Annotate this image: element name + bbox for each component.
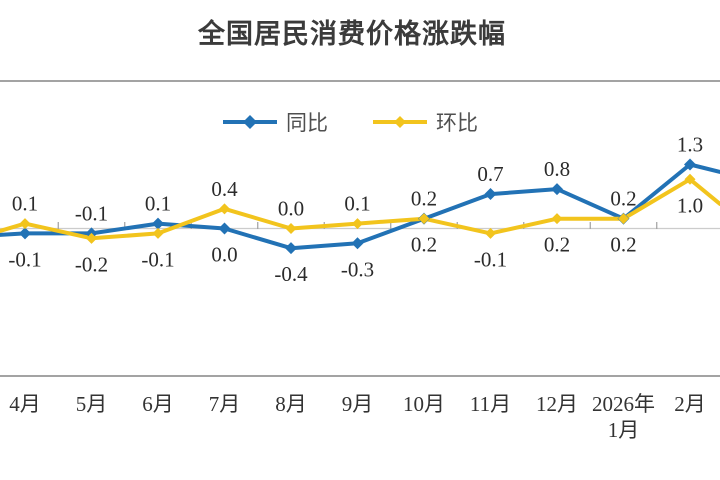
data-label-below-0: -0.1	[8, 247, 41, 271]
line-diamond-marker-icon	[223, 115, 277, 129]
data-label-above-2: 0.1	[145, 192, 171, 216]
data-label-above-8: 0.8	[544, 157, 570, 181]
line-diamond-marker-icon	[373, 116, 427, 128]
marker-mom-9	[618, 213, 629, 225]
data-label-below-10: 1.0	[677, 193, 703, 217]
x-axis-label-2: 6月	[142, 392, 174, 416]
x-axis-label-3: 7月	[209, 392, 241, 416]
data-label-below-6: 0.2	[411, 233, 437, 257]
data-label-above-1: -0.1	[75, 201, 108, 225]
data-label-below-4: -0.4	[274, 262, 308, 286]
marker-yoy-8	[551, 183, 563, 196]
data-label-below-1: -0.2	[75, 252, 108, 276]
data-label-above-6: 0.2	[411, 187, 437, 211]
x-axis-label-10: 2月	[674, 392, 706, 416]
marker-mom-3	[219, 203, 230, 215]
data-label-above-7: 0.7	[477, 162, 503, 186]
marker-mom-10	[684, 173, 696, 185]
x-axis-label-8: 12月	[536, 392, 578, 416]
data-label-above-5: 0.1	[344, 192, 370, 216]
data-label-above-3: 0.4	[211, 177, 238, 201]
chart-title: 全国居民消费价格涨跌幅	[198, 19, 506, 49]
marker-mom-6	[418, 213, 430, 225]
marker-yoy-5	[351, 237, 364, 250]
x-axis-label-4: 8月	[275, 392, 307, 416]
x-axis-label-1: 5月	[76, 392, 108, 416]
marker-yoy-0	[19, 227, 31, 240]
data-label-below-7: -0.1	[474, 247, 507, 271]
marker-mom-8	[551, 213, 563, 225]
data-label-below-3: 0.0	[211, 243, 237, 267]
data-label-above-4: 0.0	[278, 197, 304, 221]
data-label-below-9: 0.2	[610, 233, 636, 257]
x-axis-label-0: 4月	[9, 392, 41, 416]
legend-item-yoy[interactable]: 同比	[222, 107, 328, 137]
legend-label-mom: 环比	[436, 111, 478, 135]
marker-yoy-3	[218, 222, 231, 235]
marker-yoy-2	[152, 217, 164, 230]
legend-label-yoy: 同比	[286, 111, 328, 135]
marker-mom-2	[152, 227, 164, 239]
data-label-above-10: 1.3	[677, 133, 703, 157]
x-axis-label-5: 9月	[342, 392, 374, 416]
marker-yoy-10	[684, 158, 696, 171]
x-axis-label-6: 10月	[403, 392, 445, 416]
marker-yoy-7	[484, 188, 497, 201]
x-axis-label-7: 11月	[470, 392, 511, 416]
marker-mom-1	[86, 232, 97, 244]
data-label-above-9: 0.2	[610, 187, 636, 211]
legend-item-mom[interactable]: 环比	[372, 107, 478, 137]
marker-mom-7	[485, 227, 496, 239]
data-label-above-0: 0.1	[12, 192, 38, 216]
data-label-below-5: -0.3	[341, 257, 374, 281]
marker-mom-4	[285, 223, 297, 234]
data-label-below-8: 0.2	[544, 233, 570, 257]
data-label-below-2: -0.1	[141, 247, 174, 271]
legend: 同比 环比	[0, 107, 700, 137]
marker-mom-5	[352, 218, 363, 230]
x-axis-label-9: 2026年	[592, 392, 655, 416]
marker-mom-0	[19, 218, 31, 230]
x-axis-label-9-line2: 1月	[608, 418, 640, 442]
marker-yoy-4	[285, 242, 297, 255]
